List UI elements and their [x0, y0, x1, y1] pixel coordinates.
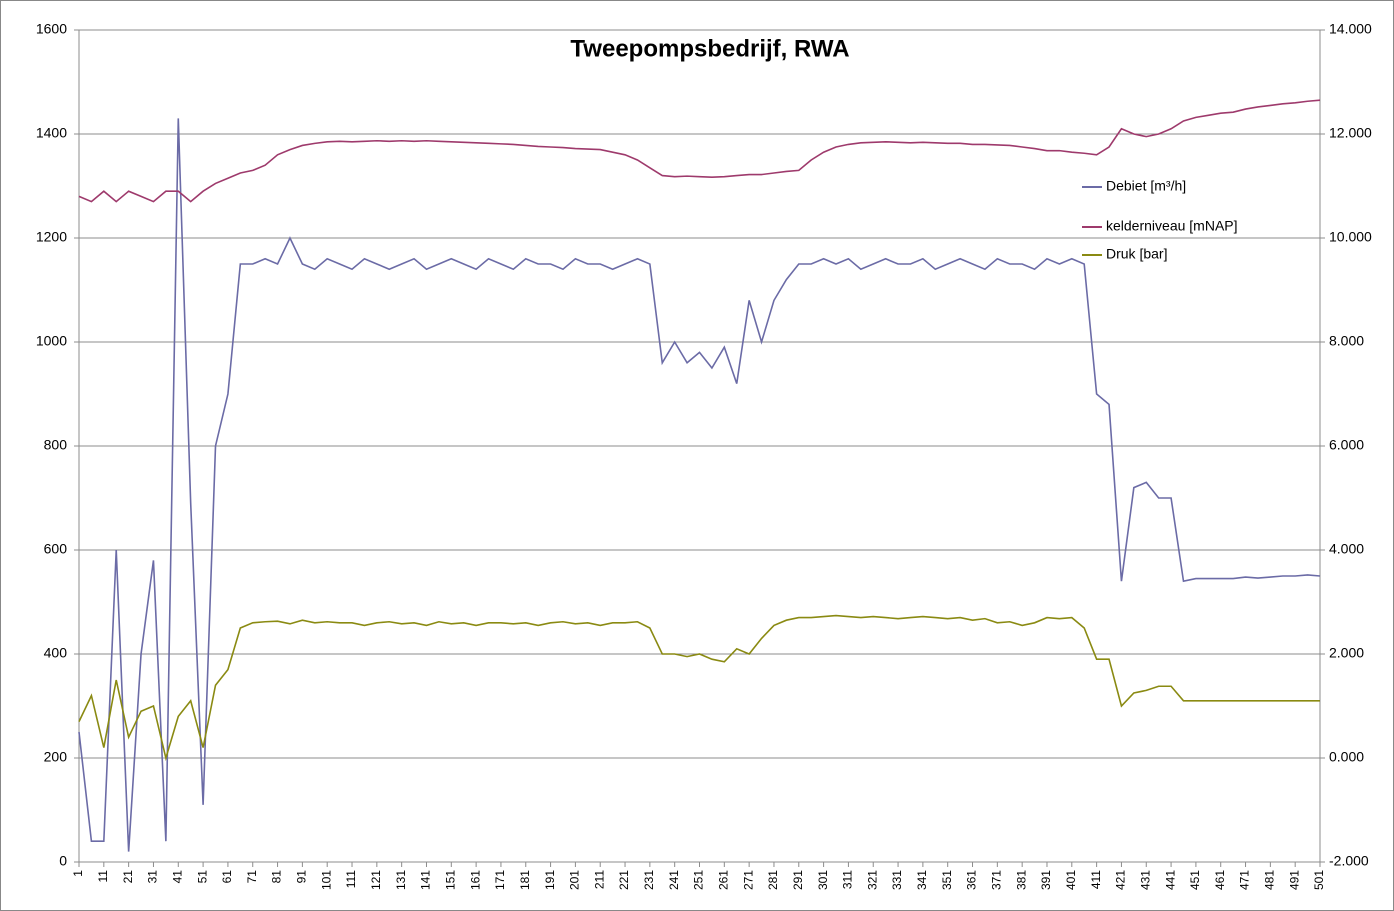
- y2-tick-label: 12.000: [1329, 125, 1372, 141]
- x-tick-label: 211: [592, 870, 606, 889]
- series-line: [78, 118, 1321, 852]
- x-tick-label: 311: [841, 870, 855, 889]
- y2-tick-label: 8.000: [1329, 333, 1364, 349]
- x-tick-label: 191: [543, 870, 557, 890]
- legend-label: kelderniveau [mNAP]: [1106, 218, 1238, 234]
- series-line: [78, 99, 1321, 203]
- x-tick-label: 61: [220, 870, 234, 884]
- chart-title: Tweepompsbedrijf, RWA: [570, 35, 849, 62]
- x-tick-label: 381: [1014, 870, 1028, 890]
- x-tick-label: 501: [1312, 870, 1326, 890]
- x-tick-label: 461: [1213, 870, 1227, 890]
- x-tick-label: 11: [96, 870, 110, 883]
- y2-tick-label: 2.000: [1329, 645, 1364, 661]
- x-tick-label: 121: [369, 870, 383, 890]
- y-tick-label: 800: [44, 437, 68, 453]
- x-tick-label: 271: [741, 870, 755, 890]
- x-tick-label: 341: [915, 870, 929, 890]
- x-tick-label: 91: [295, 870, 309, 884]
- x-tick-label: 281: [766, 870, 780, 890]
- y-tick-label: 1600: [36, 21, 67, 37]
- x-tick-label: 221: [617, 870, 631, 890]
- x-tick-label: 171: [493, 870, 507, 890]
- x-tick-label: 291: [791, 870, 805, 890]
- x-tick-label: 261: [716, 870, 730, 890]
- x-tick-label: 21: [121, 870, 135, 884]
- x-tick-label: 431: [1138, 870, 1152, 890]
- y-tick-label: 0: [59, 853, 67, 869]
- x-tick-label: 331: [890, 870, 904, 890]
- x-tick-label: 181: [518, 870, 532, 890]
- y2-tick-label: 6.000: [1329, 437, 1364, 453]
- x-tick-label: 421: [1114, 870, 1128, 890]
- x-tick-label: 481: [1263, 870, 1277, 890]
- x-tick-label: 151: [443, 870, 457, 890]
- x-tick-label: 231: [642, 870, 656, 890]
- x-tick-label: 51: [195, 870, 209, 884]
- x-tick-label: 111: [344, 870, 358, 889]
- series-line: [78, 614, 1320, 762]
- x-tick-label: 141: [419, 870, 433, 890]
- x-tick-label: 101: [319, 870, 333, 890]
- x-tick-label: 1: [71, 870, 85, 877]
- x-tick-label: 411: [1089, 870, 1103, 889]
- y-tick-label: 1400: [36, 125, 67, 141]
- x-tick-label: 131: [394, 870, 408, 890]
- x-tick-label: 471: [1238, 870, 1252, 890]
- x-tick-label: 251: [692, 870, 706, 890]
- y-tick-label: 1200: [36, 229, 67, 245]
- x-tick-label: 241: [667, 870, 681, 890]
- y2-tick-label: 0.000: [1329, 749, 1364, 765]
- x-tick-label: 321: [865, 870, 879, 890]
- y2-tick-label: 4.000: [1329, 541, 1364, 557]
- x-tick-label: 491: [1287, 870, 1301, 890]
- y2-tick-label: 10.000: [1329, 229, 1372, 245]
- y-tick-label: 1000: [36, 333, 67, 349]
- y2-tick-label: 14.000: [1329, 21, 1372, 37]
- x-tick-label: 161: [468, 870, 482, 890]
- x-tick-label: 301: [816, 870, 830, 890]
- x-tick-label: 351: [940, 870, 954, 890]
- x-tick-label: 81: [270, 870, 284, 884]
- y-tick-label: 200: [44, 749, 68, 765]
- x-tick-label: 371: [990, 870, 1004, 890]
- y-tick-label: 600: [44, 541, 68, 557]
- x-tick-label: 41: [170, 870, 184, 884]
- y2-tick-label: -2.000: [1329, 853, 1369, 869]
- x-tick-label: 71: [245, 870, 259, 884]
- x-tick-label: 361: [965, 870, 979, 890]
- x-tick-label: 451: [1188, 870, 1202, 890]
- x-tick-label: 401: [1064, 870, 1078, 890]
- x-tick-label: 31: [146, 870, 160, 884]
- x-tick-label: 391: [1039, 870, 1053, 890]
- x-tick-label: 201: [568, 870, 582, 890]
- legend-label: Druk [bar]: [1106, 246, 1167, 262]
- x-tick-label: 441: [1163, 870, 1177, 890]
- legend-label: Debiet [m³/h]: [1106, 178, 1186, 194]
- y-tick-label: 400: [44, 645, 68, 661]
